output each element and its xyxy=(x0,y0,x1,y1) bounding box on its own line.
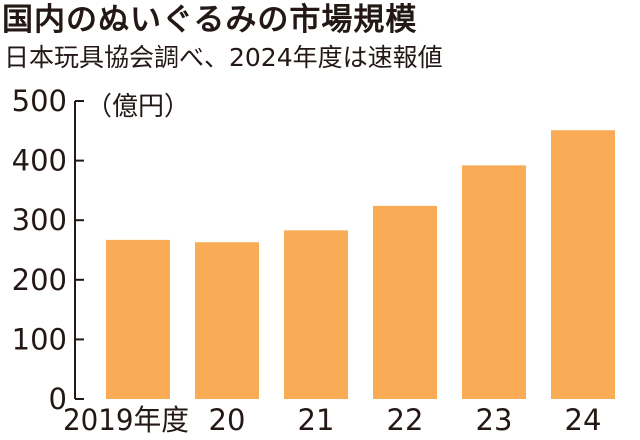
y-tick-label-4: 400 xyxy=(12,144,67,178)
y-tick-group: 0 100 200 300 400 500 xyxy=(12,84,84,416)
bar-0 xyxy=(106,239,170,399)
bar-5 xyxy=(551,130,615,400)
x-tick-label-2: 21 xyxy=(298,403,335,437)
y-tick-label-1: 100 xyxy=(12,322,67,356)
bar-group xyxy=(106,130,615,400)
chart-subtitle: 日本玩具協会調べ、2024年度は速報値 xyxy=(4,43,443,72)
y-tick-label-2: 200 xyxy=(12,263,67,297)
chart-title: 国内のぬいぐるみの市場規模 xyxy=(2,2,418,38)
y-tick-label-0: 0 xyxy=(49,382,67,416)
x-tick-group: 2019年度 20 21 22 23 24 xyxy=(63,403,601,437)
bar-1 xyxy=(195,242,259,399)
bar-3 xyxy=(373,205,437,399)
x-tick-label-1: 20 xyxy=(209,403,246,437)
bar-4 xyxy=(462,165,526,399)
x-tick-label-5: 24 xyxy=(565,403,602,437)
y-tick-label-3: 300 xyxy=(12,203,67,237)
bar-2 xyxy=(284,230,348,399)
x-tick-label-3: 22 xyxy=(387,403,424,437)
x-tick-label-0: 2019年度 xyxy=(63,403,189,437)
x-tick-label-4: 23 xyxy=(476,403,513,437)
y-tick-label-5: 500 xyxy=(12,84,67,118)
unit-label: （億円） xyxy=(86,92,190,122)
